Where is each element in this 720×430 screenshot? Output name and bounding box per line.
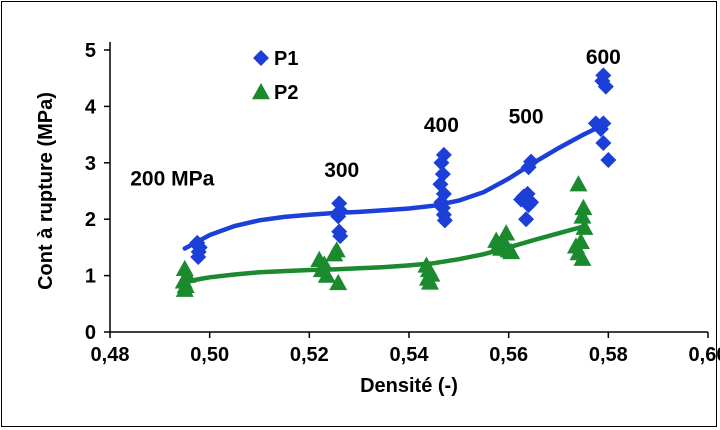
data-point-p1 [330, 208, 347, 225]
x-tick-label: 0,58 [589, 344, 628, 366]
y-tick-label: 5 [85, 40, 96, 62]
annotation-label: 600 [586, 46, 621, 69]
y-tick-label: 2 [85, 209, 96, 231]
y-tick-label: 3 [85, 153, 96, 175]
data-point-p1 [595, 115, 612, 132]
data-point-p1 [518, 211, 535, 228]
fit-curve-p1 [182, 122, 606, 251]
data-point-p1 [595, 135, 612, 152]
x-tick-label: 0,48 [91, 344, 130, 366]
data-point-p1 [600, 151, 617, 168]
data-point-p2 [420, 273, 439, 290]
fit-curve-p2 [182, 224, 586, 285]
data-point-p1 [433, 154, 450, 171]
legend: P1 P2 [252, 48, 298, 104]
data-points [174, 67, 617, 297]
x-tick-label: 0,56 [489, 344, 528, 366]
y-tick-label: 1 [85, 266, 96, 288]
data-point-p2 [569, 175, 588, 192]
data-point-p2 [175, 280, 194, 297]
data-point-p2 [573, 249, 592, 266]
data-point-p1 [332, 228, 349, 245]
y-tick-label: 0 [85, 322, 96, 344]
data-point-p1 [520, 197, 537, 214]
x-tick-label: 0,54 [390, 344, 430, 366]
data-point-p2 [573, 207, 592, 224]
data-point-p2 [575, 218, 594, 235]
legend-label-p1: P1 [274, 48, 298, 70]
data-point-p2 [327, 241, 346, 258]
y-tick-label: 4 [85, 96, 97, 118]
legend-label-p2: P2 [274, 82, 298, 104]
annotation-label: 400 [424, 114, 459, 137]
data-point-p1 [597, 78, 614, 95]
legend-marker-p1 [253, 50, 269, 66]
fit-curves [182, 122, 606, 285]
data-point-p1 [592, 120, 609, 137]
data-point-p1 [190, 248, 207, 265]
data-point-p1 [436, 212, 453, 229]
annotation-label: 300 [324, 159, 359, 182]
data-point-p2 [329, 273, 348, 291]
data-point-p2 [317, 266, 336, 283]
data-point-p2 [502, 242, 521, 260]
legend-marker-p2 [252, 83, 270, 100]
annotations: 200 MPa 300 400 500 600 [130, 46, 621, 190]
x-tick-label: 0,50 [190, 344, 229, 366]
x-tick-label: 0,60 [689, 344, 720, 366]
x-tick-label: 0,52 [290, 344, 329, 366]
data-point-p2 [574, 198, 593, 216]
y-axis-title: Cont à rupture (MPa) [35, 92, 57, 290]
annotation-label: 500 [509, 105, 544, 128]
axes: 0 1 2 3 4 5 0,48 0,50 0,52 0,54 0,56 0,58 0,60 [85, 40, 720, 366]
annotation-label: 200 MPa [130, 167, 214, 190]
data-point-p1 [520, 159, 537, 176]
x-axis-title: Densité (-) [360, 375, 458, 397]
